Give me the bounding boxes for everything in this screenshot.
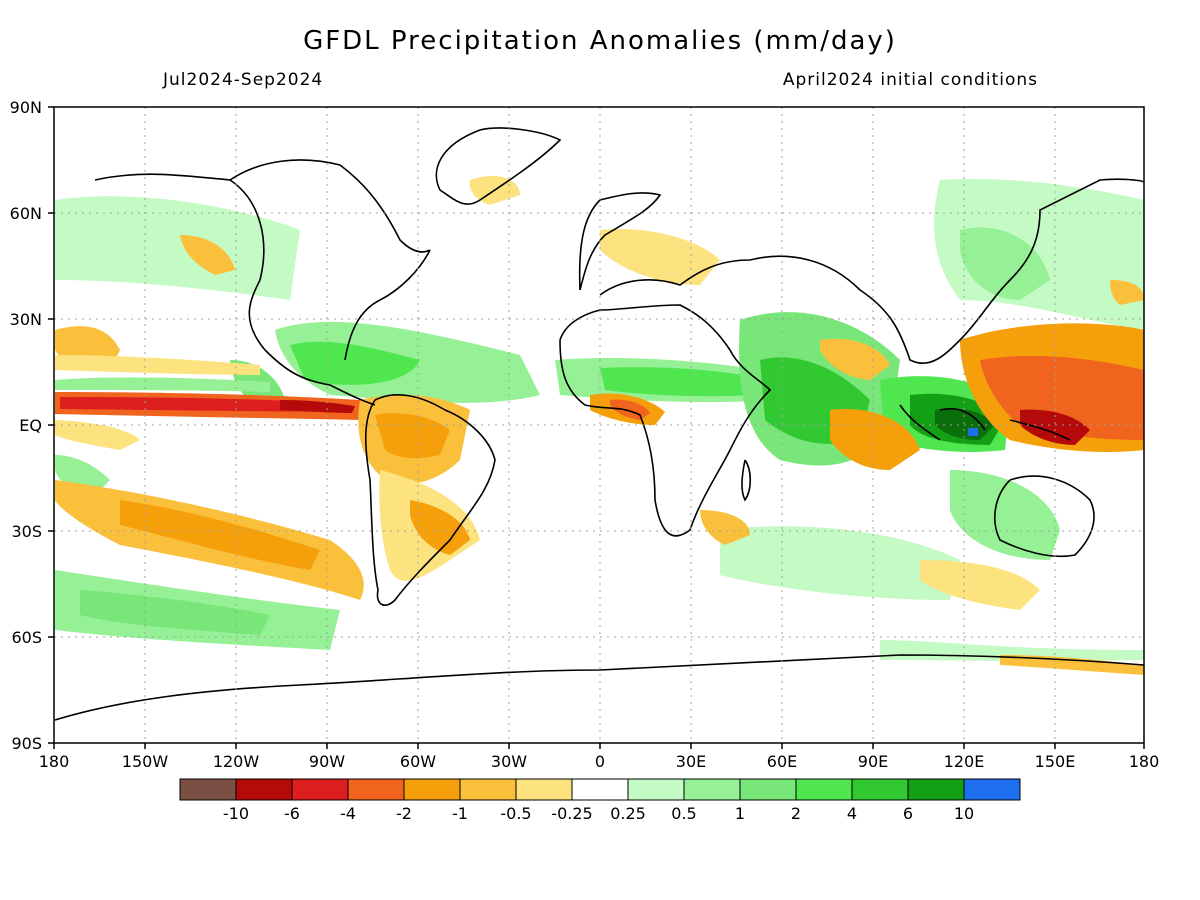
legend-label: -2 [396, 804, 412, 823]
lon-label: 180 [39, 752, 70, 771]
legend-labels: -10 -6 -4 -2 -1 -0.5 -0.25 0.25 0.5 1 2 … [223, 804, 974, 823]
legend-swatch [627, 778, 685, 801]
longitude-labels: 180 150W 120W 90W 60W 30W 0 30E 60E 90E … [39, 752, 1160, 771]
lon-label: 30E [676, 752, 706, 771]
lat-label: 30N [10, 310, 42, 329]
coastlines [54, 127, 1144, 721]
legend-swatch [739, 778, 797, 801]
lon-label: 150W [122, 752, 169, 771]
color-legend [179, 778, 1021, 801]
legend-swatch [179, 778, 237, 801]
legend-label: -0.5 [500, 804, 531, 823]
legend-label: 4 [847, 804, 857, 823]
lat-label: 30S [11, 522, 42, 541]
legend-label: -6 [284, 804, 300, 823]
chart-title: GFDL Precipitation Anomalies (mm/day) [303, 26, 897, 56]
lon-label: 90E [858, 752, 888, 771]
lon-label: 150E [1035, 752, 1076, 771]
lon-label: 90W [309, 752, 345, 771]
legend-swatch [347, 778, 405, 801]
lat-label: 60N [10, 204, 42, 223]
legend-swatch [459, 778, 517, 801]
lon-label: 120E [944, 752, 985, 771]
legend-swatch [571, 778, 629, 801]
legend-label: -0.25 [551, 804, 592, 823]
legend-label: 6 [903, 804, 913, 823]
axis-ticks [48, 106, 1145, 749]
lat-label: 90S [11, 734, 42, 753]
lon-label: 0 [595, 752, 605, 771]
latitude-labels: 90N 60N 30N EQ 30S 60S 90S [10, 98, 42, 753]
legend-swatch [907, 778, 965, 801]
legend-swatch [403, 778, 461, 801]
legend-label: -4 [340, 804, 356, 823]
lon-label: 180 [1129, 752, 1160, 771]
legend-label: 1 [735, 804, 745, 823]
legend-label: -1 [452, 804, 468, 823]
lon-label: 60E [767, 752, 797, 771]
anomaly-field [55, 175, 1144, 675]
legend-swatch [851, 778, 909, 801]
lon-label: 120W [213, 752, 260, 771]
lat-label: 60S [11, 628, 42, 647]
legend-swatch [235, 778, 293, 801]
legend-label: 0.5 [671, 804, 696, 823]
lat-label: EQ [19, 416, 42, 435]
dry-anomaly-regions [55, 175, 1144, 675]
lon-label: 60W [400, 752, 436, 771]
legend-label: 0.25 [610, 804, 646, 823]
legend-swatch [683, 778, 741, 801]
lon-label: 30W [491, 752, 527, 771]
legend-label: -10 [223, 804, 249, 823]
lat-label: 90N [10, 98, 42, 117]
legend-swatch [963, 778, 1021, 801]
legend-swatch [291, 778, 349, 801]
initial-conditions: April2024 initial conditions [782, 70, 1038, 90]
legend-label: 10 [954, 804, 974, 823]
graticule [54, 107, 1144, 743]
forecast-period: Jul2024-Sep2024 [163, 70, 324, 90]
legend-swatch [795, 778, 853, 801]
legend-swatch [515, 778, 573, 801]
legend-label: 2 [791, 804, 801, 823]
